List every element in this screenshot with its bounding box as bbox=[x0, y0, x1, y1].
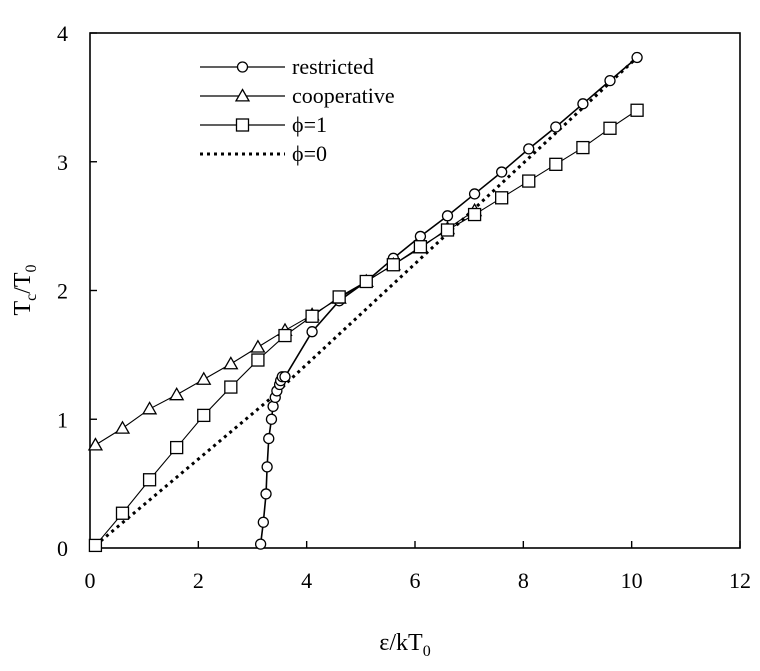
series-0-point-13 bbox=[306, 326, 318, 338]
series-0-point-22 bbox=[550, 121, 562, 133]
series-2-point-13 bbox=[440, 223, 455, 237]
y-axis-title: Tc/T0 bbox=[10, 264, 40, 315]
series-0-point-3 bbox=[261, 461, 273, 473]
series-2-point-15 bbox=[495, 191, 509, 205]
x-tick-label-4: 8 bbox=[518, 568, 529, 593]
series-1-point-4 bbox=[196, 371, 212, 385]
legend-item-1: cooperative bbox=[200, 83, 395, 108]
legend-label-1: cooperative bbox=[292, 83, 395, 108]
y-tick-label-1: 1 bbox=[57, 407, 68, 432]
legend-marker-0 bbox=[236, 61, 249, 73]
series-0-point-5 bbox=[265, 413, 278, 425]
series-3 bbox=[94, 56, 639, 547]
series-0-point-21 bbox=[523, 143, 535, 155]
series-2-point-18 bbox=[576, 140, 590, 155]
x-tick-label-1: 2 bbox=[193, 568, 204, 593]
series-2-point-17 bbox=[549, 157, 563, 171]
series-1-point-2 bbox=[141, 401, 158, 415]
y-tick-label-3: 3 bbox=[57, 150, 68, 175]
x-tick-label-2: 4 bbox=[301, 568, 312, 593]
series-3-line bbox=[94, 56, 639, 547]
x-tick-label-5: 10 bbox=[621, 568, 643, 593]
y-tick-label-4: 4 bbox=[57, 21, 68, 46]
series-2-point-16 bbox=[522, 174, 536, 188]
series-0-point-12 bbox=[279, 371, 291, 383]
series-0-point-1 bbox=[257, 516, 269, 528]
series-0-point-4 bbox=[263, 432, 275, 445]
series-0-point-23 bbox=[577, 98, 589, 110]
series-0-point-6 bbox=[267, 400, 279, 413]
series-2-point-10 bbox=[359, 274, 373, 289]
series-2-point-6 bbox=[251, 353, 265, 367]
x-tick-label-0: 0 bbox=[85, 568, 96, 593]
y-tick-label-0: 0 bbox=[57, 536, 68, 561]
y-tick-label-2: 2 bbox=[57, 279, 68, 304]
legend-item-0: restricted bbox=[200, 54, 374, 79]
series-0-point-25 bbox=[631, 51, 643, 64]
series-1-point-3 bbox=[169, 386, 185, 401]
legend-label-3: ϕ=0 bbox=[292, 141, 327, 166]
legend-marker-1 bbox=[234, 88, 251, 102]
series-0-point-20 bbox=[496, 166, 508, 178]
series-1-point-1 bbox=[114, 420, 131, 434]
series-1-point-5 bbox=[223, 356, 239, 370]
legend-item-2: ϕ=1 bbox=[200, 112, 327, 137]
legend: restricted cooperative ϕ=1 ϕ=0 bbox=[200, 54, 395, 166]
series-2-point-7 bbox=[278, 328, 292, 343]
series-0-point-24 bbox=[604, 74, 616, 87]
series-2-point-0 bbox=[88, 538, 103, 553]
series-2-point-2 bbox=[142, 473, 157, 487]
series-2-point-19 bbox=[603, 121, 617, 135]
series-0-point-17 bbox=[414, 230, 427, 243]
series-2-line bbox=[94, 109, 638, 546]
series-2-point-12 bbox=[413, 240, 428, 254]
series-2 bbox=[88, 103, 644, 553]
series-2-point-3 bbox=[170, 440, 184, 455]
legend-label-0: restricted bbox=[292, 54, 374, 79]
legend-item-3: ϕ=0 bbox=[200, 141, 327, 166]
series-2-point-4 bbox=[197, 408, 211, 423]
series-0-point-19 bbox=[468, 188, 481, 200]
series-2-point-9 bbox=[332, 290, 346, 304]
series-0-point-0 bbox=[254, 538, 267, 550]
x-axis-title: ε/kT0 bbox=[379, 630, 430, 660]
series-1-point-6 bbox=[250, 339, 266, 353]
series-layer bbox=[87, 51, 644, 553]
legend-marker-2 bbox=[235, 118, 250, 132]
series-2-point-8 bbox=[305, 309, 319, 323]
series-2-point-20 bbox=[630, 103, 644, 117]
series-0-point-18 bbox=[441, 210, 454, 222]
series-0-point-2 bbox=[260, 488, 272, 500]
legend-label-2: ϕ=1 bbox=[292, 112, 327, 137]
series-2-point-1 bbox=[115, 506, 130, 520]
series-2-point-11 bbox=[386, 258, 400, 272]
series-2-point-14 bbox=[467, 207, 482, 222]
series-1-point-0 bbox=[87, 437, 104, 451]
x-tick-label-6: 12 bbox=[729, 568, 751, 593]
x-tick-label-3: 6 bbox=[410, 568, 421, 593]
series-2-point-5 bbox=[224, 380, 238, 394]
